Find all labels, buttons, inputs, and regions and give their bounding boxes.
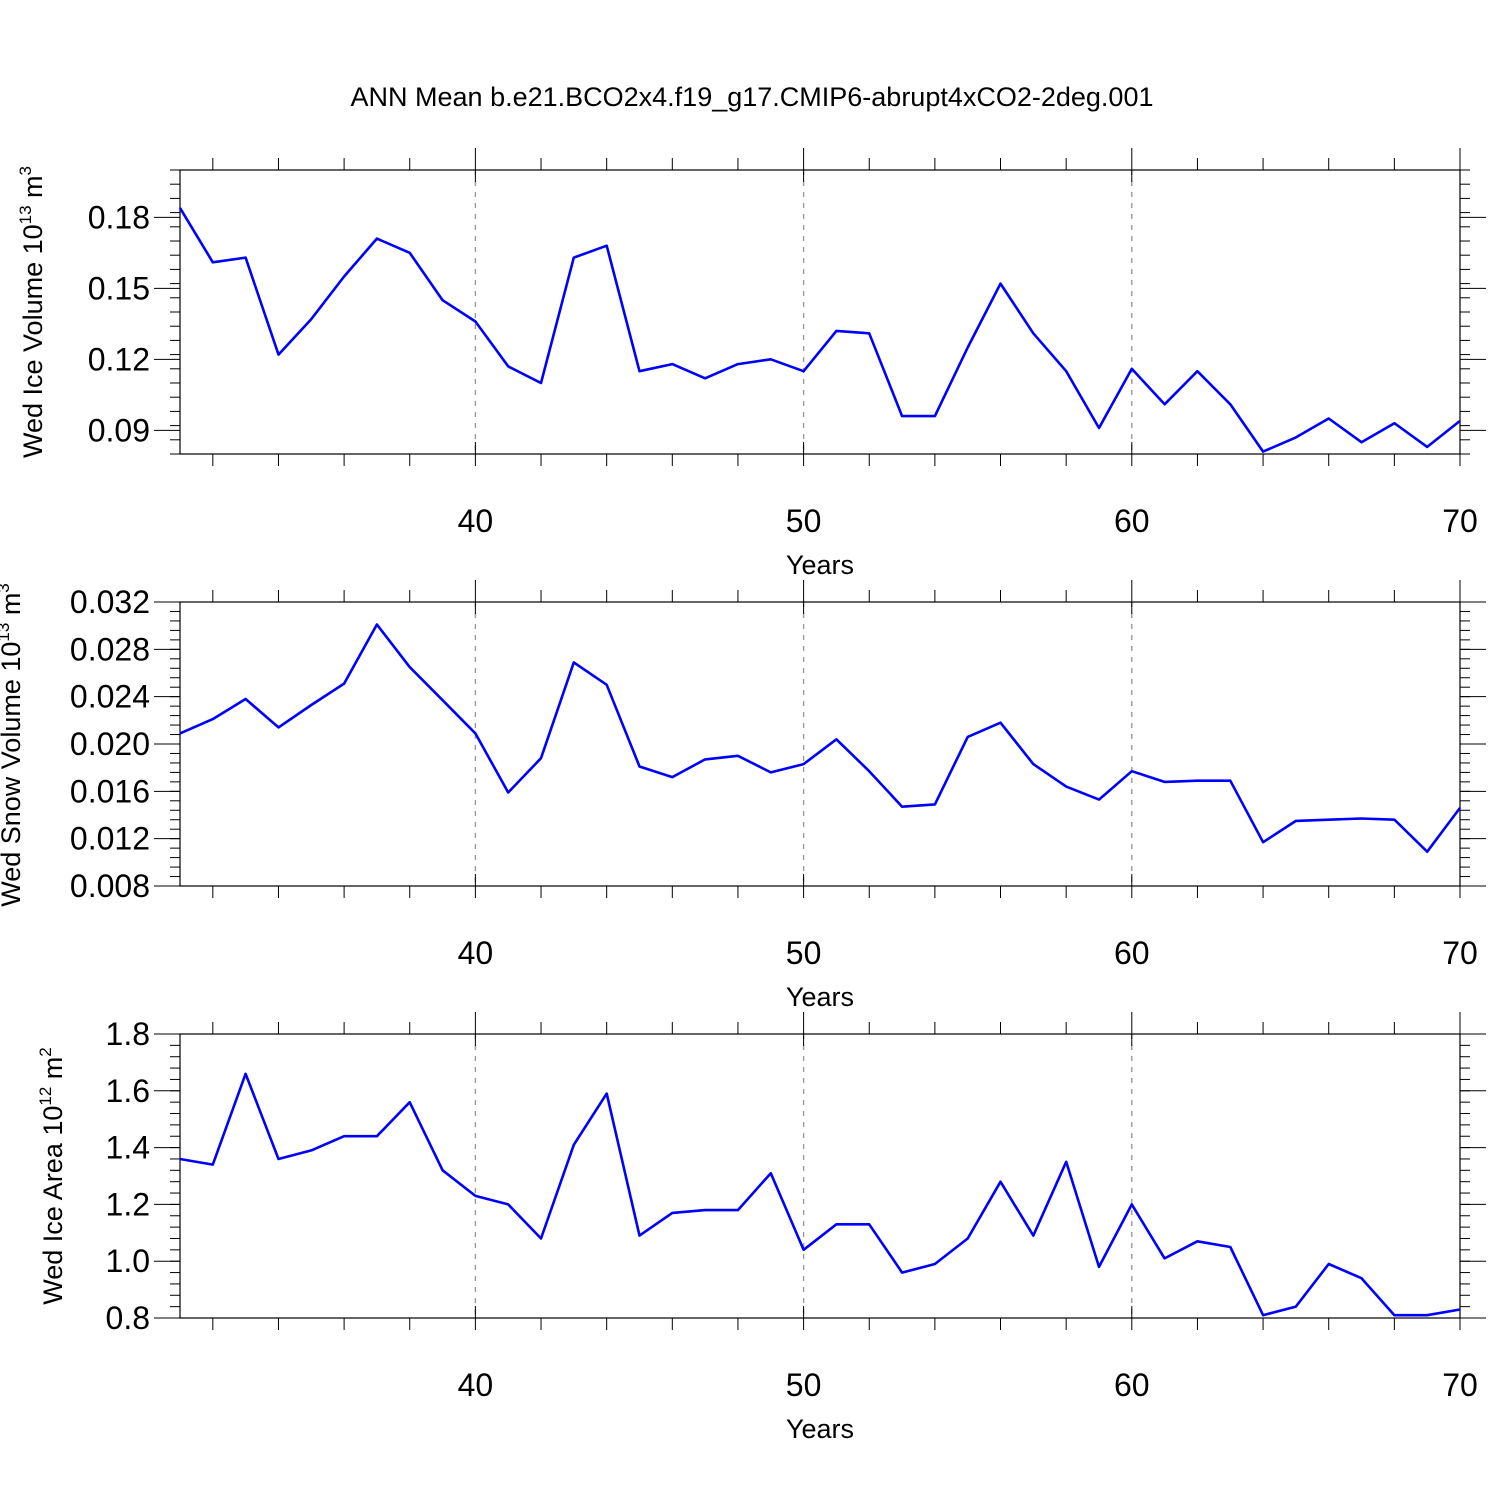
- y-tick-label: 0.024: [70, 679, 150, 715]
- chart-title: ANN Mean b.e21.BCO2x4.f19_g17.CMIP6-abru…: [351, 82, 1154, 112]
- x-tick-label: 40: [458, 503, 494, 539]
- y-tick-label: 0.032: [70, 584, 150, 620]
- x-tick-label: 50: [786, 1367, 822, 1403]
- snow-volume-panel: Wed Snow Volume 1013 m3 Years 0.008 0.012…: [0, 580, 1486, 1012]
- series-line: [179, 623, 1462, 854]
- series-line: [179, 1072, 1461, 1317]
- y-tick-label: 1.6: [106, 1073, 150, 1109]
- y-tick-label: 0.020: [70, 726, 150, 762]
- x-axis-label: Years: [786, 550, 854, 580]
- y-tick-label: 0.028: [70, 631, 150, 667]
- y-tick-label: 0.12: [88, 341, 150, 377]
- x-tick-label: 60: [1114, 1367, 1150, 1403]
- y-tick-label: 0.016: [70, 773, 150, 809]
- x-tick-label: 70: [1442, 935, 1478, 971]
- y-tick-label: 0.008: [70, 868, 150, 904]
- ice-volume-panel: Wed Ice Volume 1013 m3 Years 0.09 0.12 0.1…: [16, 148, 1486, 580]
- x-tick-label: 40: [458, 935, 494, 971]
- y-tick-label: 1.8: [106, 1016, 150, 1052]
- x-tick-label: 70: [1442, 1367, 1478, 1403]
- x-tick-label: 40: [458, 1367, 494, 1403]
- y-tick-label: 0.012: [70, 821, 150, 857]
- x-tick-label: 60: [1114, 503, 1150, 539]
- y-axis-label: Wed Ice Volume 1013 m3: [16, 166, 48, 458]
- x-tick-label: 50: [786, 503, 822, 539]
- y-tick-label: 0.18: [88, 199, 150, 235]
- x-tick-label: 70: [1442, 503, 1478, 539]
- y-tick-label: 0.8: [106, 1300, 150, 1336]
- y-axis-label: Wed Snow Volume 1013 m3: [0, 583, 26, 907]
- x-axis-label: Years: [786, 1414, 854, 1444]
- x-axis-label: Years: [786, 982, 854, 1012]
- y-tick-label: 0.15: [88, 270, 150, 306]
- series-line: [178, 207, 1461, 453]
- x-tick-label: 50: [786, 935, 822, 971]
- plot-frame: [179, 1033, 1461, 1319]
- plot-frame: [179, 169, 1461, 455]
- y-tick-label: 1.2: [106, 1186, 150, 1222]
- y-axis-label: Wed Ice Area 1012 m2: [36, 1047, 68, 1305]
- plot-frame: [179, 601, 1461, 887]
- y-tick-label: 0.09: [88, 412, 150, 448]
- ice-area-panel: Wed Ice Area 1012 m2 Years 0.8 1.0 1.2 1.4 1…: [36, 1012, 1486, 1444]
- y-tick-label: 1.0: [106, 1243, 150, 1279]
- x-tick-label: 60: [1114, 935, 1150, 971]
- y-tick-label: 1.4: [106, 1130, 150, 1166]
